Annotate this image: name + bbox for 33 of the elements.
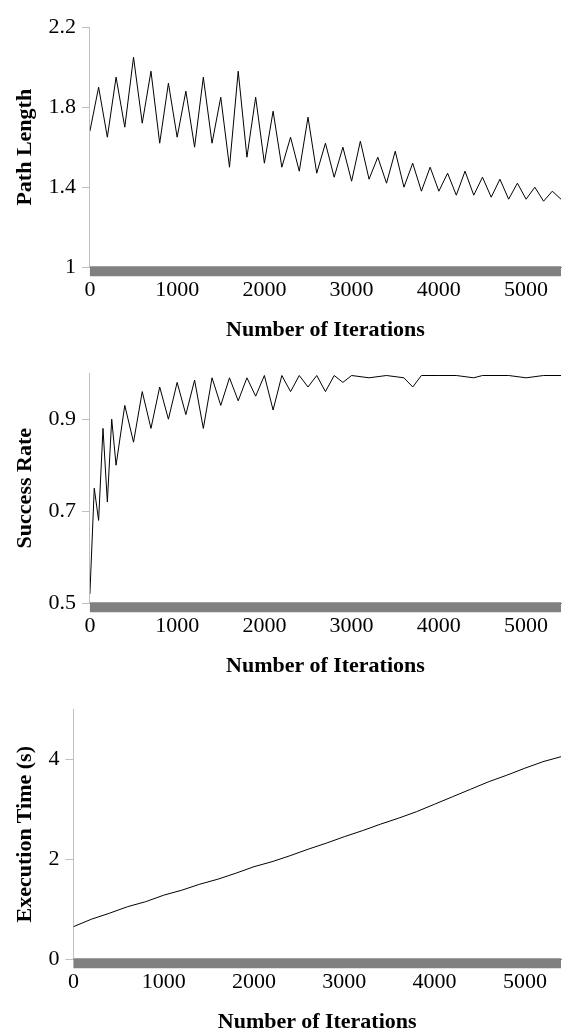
x-tick-label: 2000 [242, 276, 287, 302]
x-tick-label: 0 [84, 276, 96, 302]
x-tick-label: 3000 [329, 276, 374, 302]
y-axis-title: Path Length [10, 88, 36, 206]
x-tick-label: 4000 [412, 968, 457, 994]
y-tick-label: 1 [64, 252, 76, 278]
x-tick-label: 5000 [504, 276, 549, 302]
x-tick-label: 5000 [502, 968, 547, 994]
x-axis-title: Number of Iterations [226, 316, 426, 342]
x-tick-label: 4000 [416, 276, 461, 302]
x-axis-title: Number of Iterations [226, 652, 426, 678]
x-tick-label: 1000 [155, 276, 200, 302]
y-tick-label: 0.5 [48, 588, 76, 614]
x-tick-label: 0 [84, 612, 96, 638]
y-tick-label: 0.9 [48, 404, 76, 430]
x-tick-label: 2000 [242, 612, 287, 638]
x-tick-label: 5000 [504, 612, 549, 638]
y-tick-label: 1.4 [48, 172, 76, 198]
y-tick-label: 4 [48, 744, 60, 770]
y-tick-label: 2.2 [48, 12, 76, 38]
x-tick-label: 3000 [329, 612, 374, 638]
y-axis-title: Execution Time (s) [10, 745, 36, 923]
x-axis-title: Number of Iterations [217, 1008, 418, 1034]
x-tick-label: 1000 [141, 968, 186, 994]
y-tick-label: 2 [48, 844, 60, 870]
x-tick-label: 4000 [416, 612, 461, 638]
x-tick-label: 3000 [322, 968, 367, 994]
y-tick-label: 1.8 [48, 92, 76, 118]
y-tick-label: 0 [48, 944, 60, 970]
x-tick-label: 2000 [231, 968, 276, 994]
y-tick-label: 0.7 [48, 496, 76, 522]
y-axis-title: Success Rate [10, 427, 36, 549]
x-tick-label: 1000 [155, 612, 200, 638]
